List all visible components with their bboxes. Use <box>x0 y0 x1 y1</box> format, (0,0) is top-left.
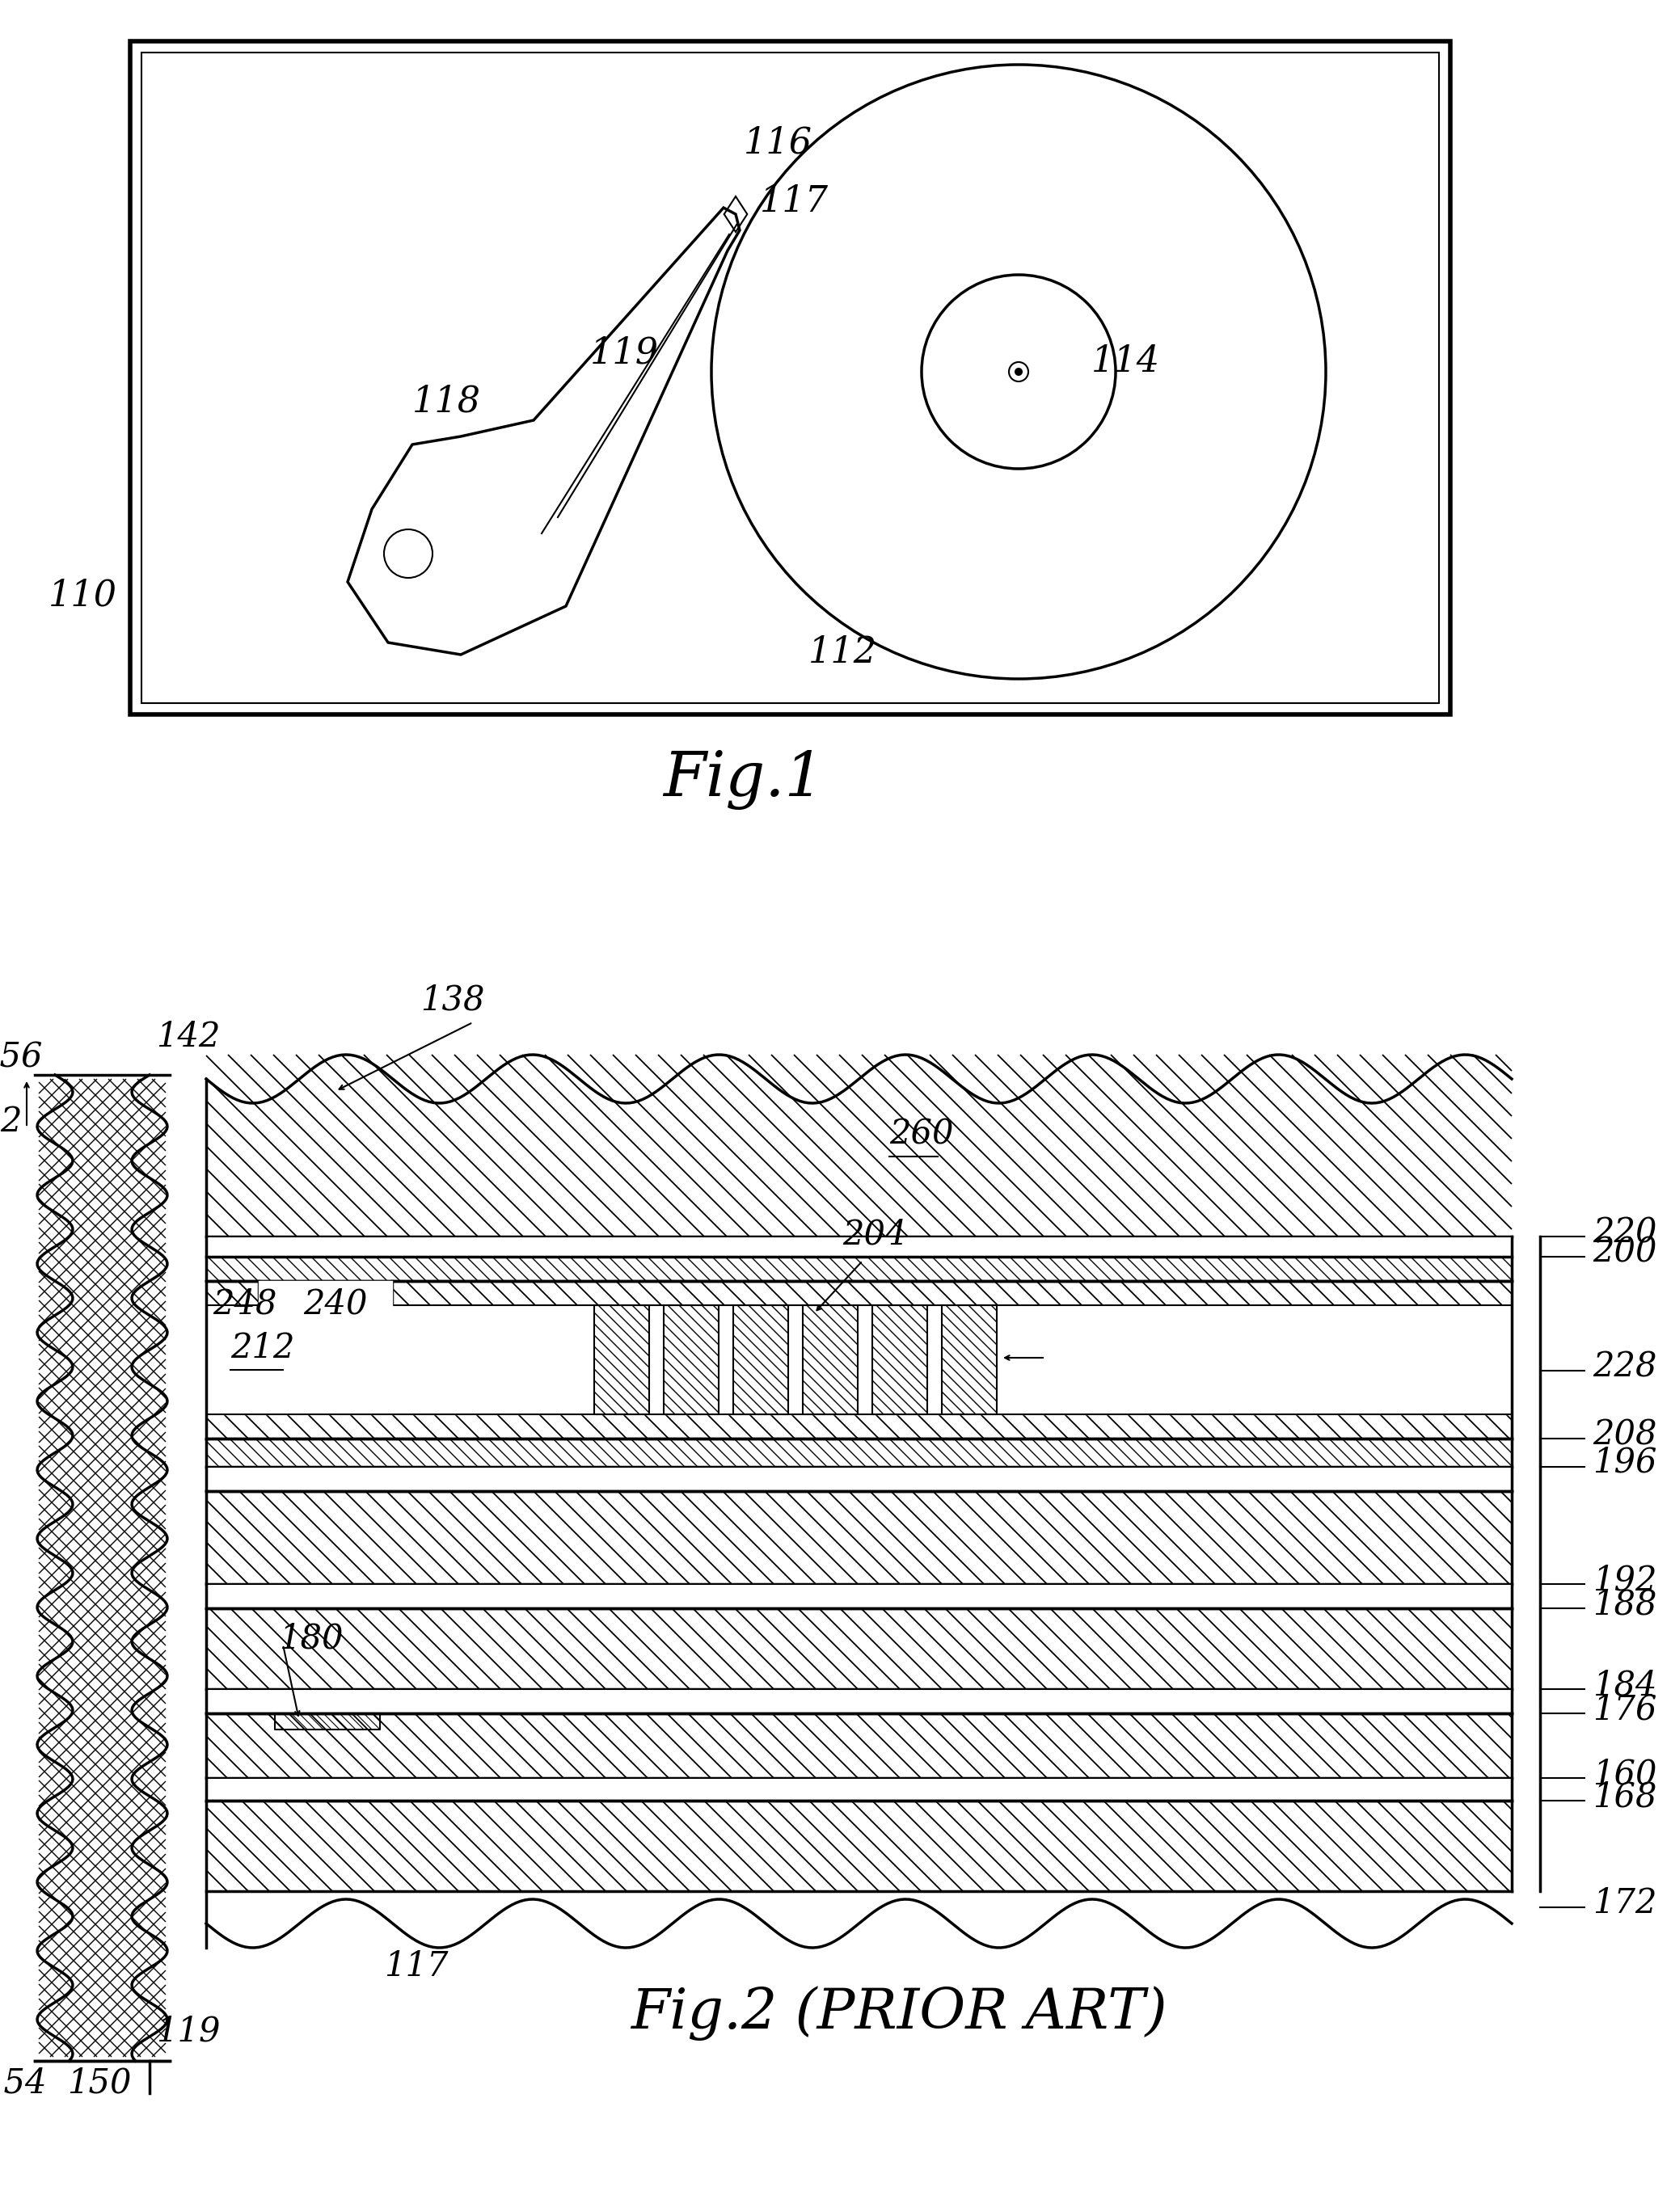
Text: 114: 114 <box>1091 345 1160 378</box>
Text: 180: 180 <box>279 1621 343 1657</box>
Text: 117: 117 <box>384 1949 448 1984</box>
Text: 184: 184 <box>1592 1668 1658 1701</box>
Text: 138: 138 <box>421 984 485 1018</box>
Circle shape <box>1009 363 1028 380</box>
Text: 154: 154 <box>0 2066 47 2101</box>
Text: 192: 192 <box>1592 1564 1658 1597</box>
Text: 118: 118 <box>413 385 481 420</box>
Text: 119: 119 <box>155 2013 221 2048</box>
Text: 196: 196 <box>1592 1447 1658 1480</box>
Text: 212: 212 <box>231 1332 294 1365</box>
Text: 142: 142 <box>155 1020 221 1053</box>
Text: 172: 172 <box>1592 1887 1658 1920</box>
Text: 200: 200 <box>1592 1237 1658 1270</box>
Text: 119: 119 <box>590 336 658 372</box>
Text: Fig.2 (PRIOR ART): Fig.2 (PRIOR ART) <box>630 1986 1166 2042</box>
Text: 208: 208 <box>1592 1418 1658 1451</box>
Text: 176: 176 <box>1592 1692 1658 1725</box>
Text: 112: 112 <box>809 635 877 670</box>
Text: 116: 116 <box>744 126 812 161</box>
Text: 117: 117 <box>760 184 829 219</box>
Text: 112: 112 <box>0 1104 22 1139</box>
Text: 188: 188 <box>1592 1588 1658 1621</box>
Circle shape <box>1014 367 1023 376</box>
Text: Fig.1: Fig.1 <box>663 750 824 810</box>
Text: 156: 156 <box>0 1040 42 1075</box>
Text: 204: 204 <box>842 1219 907 1252</box>
Text: 110: 110 <box>48 580 117 613</box>
Text: 168: 168 <box>1592 1781 1658 1814</box>
Text: 150: 150 <box>67 2066 132 2101</box>
Text: 220: 220 <box>1592 1217 1658 1250</box>
Polygon shape <box>348 208 740 655</box>
Text: 228: 228 <box>1592 1349 1658 1385</box>
Text: 160: 160 <box>1592 1756 1658 1792</box>
Text: 240: 240 <box>302 1287 368 1321</box>
Text: 248: 248 <box>212 1287 277 1321</box>
Text: 260: 260 <box>889 1117 954 1150</box>
